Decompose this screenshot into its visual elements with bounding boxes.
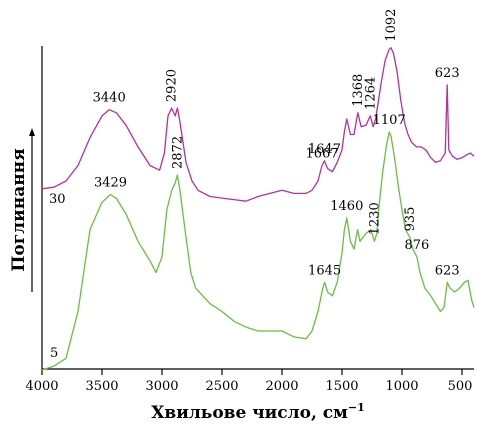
x-tick-label-2500: 2500: [205, 379, 238, 394]
x-axis-title: Хвильове число, см−1: [151, 401, 365, 423]
x-tick-label-4000: 4000: [25, 379, 58, 394]
peak-label-30-623: 623: [435, 66, 460, 81]
peak-label-5-1230: 1230: [367, 202, 382, 235]
x-axis-ticks: [41, 369, 463, 375]
peak-label-5-935: 935: [403, 207, 418, 232]
peak-label-5-876: 876: [404, 238, 429, 253]
peak-label-30-1092: 1092: [384, 9, 399, 42]
series-label-30: 30: [49, 192, 66, 207]
peak-label-5-1107: 1107: [373, 113, 406, 128]
x-tick-label-2000: 2000: [265, 379, 298, 394]
x-tick-label-3000: 3000: [145, 379, 178, 394]
peak-label-30-3440: 3440: [93, 91, 126, 106]
x-axis-title-sup: −1: [348, 401, 365, 414]
peak-label-5-623: 623: [435, 263, 460, 278]
peak-label-5-2872: 2872: [170, 136, 185, 169]
peak-label-5-1460: 1460: [330, 199, 363, 214]
x-axis-tick-labels: 4000 3500 3000 2500 2000 1500 1000 500: [25, 379, 472, 394]
spectrum-curves: [41, 47, 475, 371]
peak-label-30-1667: 1667: [305, 147, 338, 162]
x-tick-label-500: 500: [448, 379, 473, 394]
x-tick-label-1500: 1500: [325, 379, 358, 394]
peak-label-5-3429: 3429: [94, 176, 127, 191]
peak-label-30-1647: 1647: [308, 142, 341, 157]
y-axis-arrow: [29, 128, 35, 136]
x-tick-label-1000: 1000: [385, 379, 418, 394]
y-axis-title: Поглинання: [9, 148, 29, 271]
peak-label-30-1264: 1264: [363, 77, 378, 110]
spectrum-line-30: [41, 47, 475, 202]
x-axis-title-main: Хвильове число, см: [151, 403, 348, 423]
x-tick-label-3500: 3500: [85, 379, 118, 394]
peak-label-5-1645: 1645: [308, 263, 341, 278]
series-label-5: 5: [50, 346, 58, 361]
peak-label-30-2920: 2920: [165, 69, 180, 102]
peak-label-30-1368: 1368: [351, 74, 366, 107]
spectrum-line-5: [41, 131, 475, 371]
